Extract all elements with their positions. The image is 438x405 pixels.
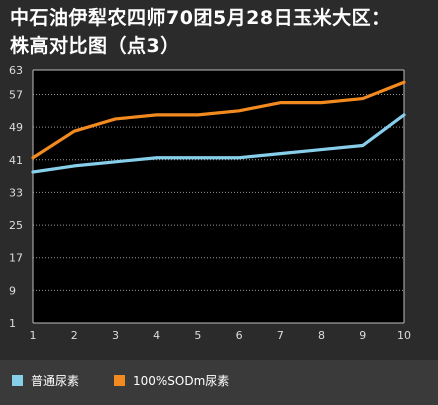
plot-area [33,70,404,323]
legend: 普通尿素 100%SODm尿素 [0,360,438,405]
x-tick-label-5: 5 [194,329,201,342]
legend-item-series-1: 普通尿素 [12,372,79,388]
legend-swatch-series-2 [114,374,125,386]
x-tick-label-9: 9 [359,329,366,342]
y-tick-label-17: 17 [9,252,23,265]
x-tick-label-1: 1 [30,329,37,342]
x-tick-label-4: 4 [153,329,160,342]
x-tick-label-10: 10 [397,329,411,342]
chart-title: 中石油伊犁农四师70团5月28日玉米大区： 株高对比图（点3） [10,4,430,60]
y-tick-label-33: 33 [9,186,23,199]
y-tick-label-63: 63 [9,64,23,77]
x-tick-label-8: 8 [318,329,325,342]
chart-title-line2: 株高对比图（点3） [10,35,180,57]
x-tick-label-6: 6 [236,329,243,342]
x-tick-label-7: 7 [277,329,284,342]
legend-label-series-2: 100%SODm尿素 [133,373,230,388]
y-tick-label-9: 9 [9,284,16,297]
x-tick-label-3: 3 [112,329,119,342]
y-tick-label-41: 41 [9,154,23,167]
y-tick-label-49: 49 [9,121,23,134]
x-tick-label-2: 2 [71,329,78,342]
series-line-2 [31,80,406,160]
y-tick-label-25: 25 [9,219,23,232]
legend-swatch-series-1 [12,374,23,386]
legend-item-series-2: 100%SODm尿素 [114,372,229,388]
line-chart: 1 9 17 25 33 41 49 57 63 1 2 3 4 5 6 7 8 9 10 [9,64,411,342]
y-tick-label-57: 57 [9,88,23,101]
chart-title-line1: 中石油伊犁农四师70团5月28日玉米大区： [10,7,391,29]
legend-label-series-1: 普通尿素 [31,373,80,388]
y-tick-label-1: 1 [9,317,16,330]
series-line-1 [31,113,406,174]
